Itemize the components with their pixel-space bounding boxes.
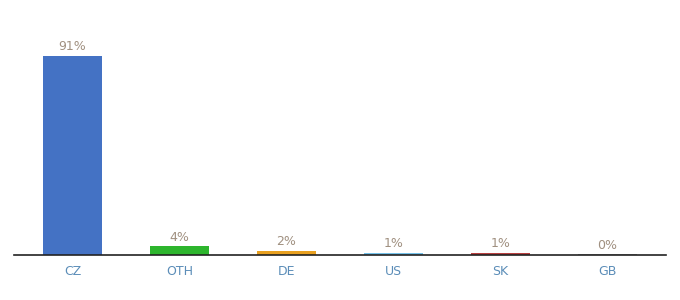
Text: 1%: 1% — [384, 237, 403, 250]
Bar — [150, 246, 209, 255]
Bar — [257, 250, 316, 255]
Bar — [43, 56, 102, 255]
Bar — [578, 254, 637, 255]
Text: 0%: 0% — [598, 239, 617, 252]
Bar — [364, 253, 423, 255]
Bar — [471, 253, 530, 255]
Text: 91%: 91% — [58, 40, 86, 53]
Text: 1%: 1% — [490, 237, 511, 250]
Text: 4%: 4% — [169, 231, 190, 244]
Text: 2%: 2% — [277, 235, 296, 248]
